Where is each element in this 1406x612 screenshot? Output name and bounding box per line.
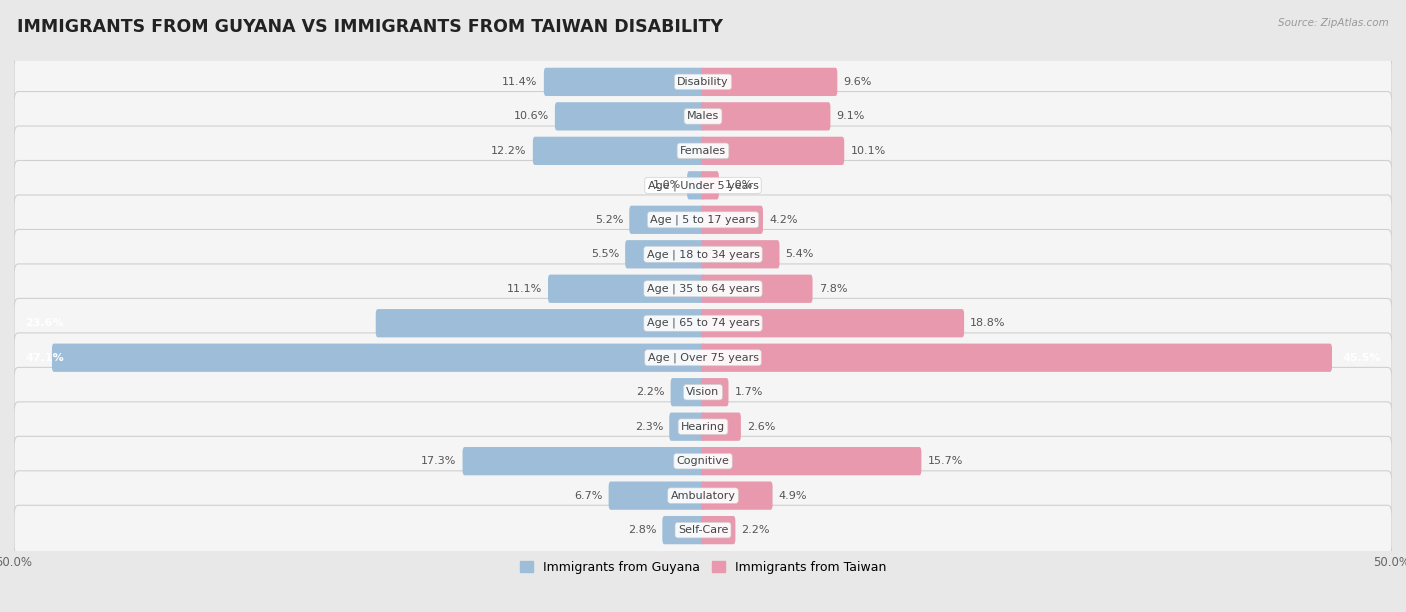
FancyBboxPatch shape (702, 343, 1331, 372)
FancyBboxPatch shape (702, 68, 838, 96)
FancyBboxPatch shape (702, 102, 831, 130)
FancyBboxPatch shape (14, 506, 1392, 555)
Text: 4.2%: 4.2% (769, 215, 797, 225)
FancyBboxPatch shape (14, 160, 1392, 210)
FancyBboxPatch shape (52, 343, 704, 372)
FancyBboxPatch shape (702, 482, 772, 510)
Text: IMMIGRANTS FROM GUYANA VS IMMIGRANTS FROM TAIWAN DISABILITY: IMMIGRANTS FROM GUYANA VS IMMIGRANTS FRO… (17, 18, 723, 36)
Text: Cognitive: Cognitive (676, 456, 730, 466)
FancyBboxPatch shape (662, 516, 704, 544)
Text: 23.6%: 23.6% (25, 318, 63, 328)
FancyBboxPatch shape (14, 299, 1392, 348)
Text: 5.4%: 5.4% (786, 249, 814, 259)
FancyBboxPatch shape (702, 275, 813, 303)
FancyBboxPatch shape (14, 264, 1392, 313)
Text: Hearing: Hearing (681, 422, 725, 431)
Text: 12.2%: 12.2% (491, 146, 527, 156)
FancyBboxPatch shape (702, 447, 921, 476)
Text: 1.0%: 1.0% (725, 181, 754, 190)
Text: 4.9%: 4.9% (779, 491, 807, 501)
Text: Age | 5 to 17 years: Age | 5 to 17 years (650, 215, 756, 225)
FancyBboxPatch shape (14, 126, 1392, 176)
Text: Vision: Vision (686, 387, 720, 397)
FancyBboxPatch shape (702, 516, 735, 544)
Text: 11.1%: 11.1% (506, 284, 541, 294)
FancyBboxPatch shape (702, 378, 728, 406)
Text: 18.8%: 18.8% (970, 318, 1005, 328)
FancyBboxPatch shape (702, 309, 965, 337)
Text: Disability: Disability (678, 77, 728, 87)
Text: Age | 35 to 64 years: Age | 35 to 64 years (647, 283, 759, 294)
FancyBboxPatch shape (609, 482, 704, 510)
FancyBboxPatch shape (14, 436, 1392, 486)
Text: Age | 65 to 74 years: Age | 65 to 74 years (647, 318, 759, 329)
Text: Males: Males (688, 111, 718, 121)
FancyBboxPatch shape (626, 240, 704, 269)
FancyBboxPatch shape (14, 367, 1392, 417)
FancyBboxPatch shape (702, 206, 763, 234)
Text: Females: Females (681, 146, 725, 156)
Text: 2.3%: 2.3% (634, 422, 664, 431)
Text: Ambulatory: Ambulatory (671, 491, 735, 501)
Text: 1.0%: 1.0% (652, 181, 681, 190)
FancyBboxPatch shape (14, 195, 1392, 245)
Text: Age | 18 to 34 years: Age | 18 to 34 years (647, 249, 759, 259)
FancyBboxPatch shape (630, 206, 704, 234)
FancyBboxPatch shape (375, 309, 704, 337)
Text: 5.2%: 5.2% (595, 215, 623, 225)
FancyBboxPatch shape (533, 136, 704, 165)
FancyBboxPatch shape (14, 471, 1392, 520)
FancyBboxPatch shape (544, 68, 704, 96)
FancyBboxPatch shape (14, 333, 1392, 382)
Text: 5.5%: 5.5% (591, 249, 619, 259)
Text: Age | Under 5 years: Age | Under 5 years (648, 180, 758, 190)
FancyBboxPatch shape (688, 171, 704, 200)
Text: 9.6%: 9.6% (844, 77, 872, 87)
FancyBboxPatch shape (671, 378, 704, 406)
FancyBboxPatch shape (555, 102, 704, 130)
Text: 1.7%: 1.7% (735, 387, 763, 397)
Text: 47.1%: 47.1% (25, 353, 63, 363)
FancyBboxPatch shape (463, 447, 704, 476)
Text: 2.2%: 2.2% (636, 387, 665, 397)
Text: 9.1%: 9.1% (837, 111, 865, 121)
FancyBboxPatch shape (548, 275, 704, 303)
Text: 15.7%: 15.7% (928, 456, 963, 466)
Text: 17.3%: 17.3% (420, 456, 457, 466)
FancyBboxPatch shape (702, 240, 779, 269)
Legend: Immigrants from Guyana, Immigrants from Taiwan: Immigrants from Guyana, Immigrants from … (515, 556, 891, 579)
Text: 2.8%: 2.8% (627, 525, 657, 535)
Text: 11.4%: 11.4% (502, 77, 537, 87)
FancyBboxPatch shape (14, 57, 1392, 106)
FancyBboxPatch shape (14, 402, 1392, 452)
FancyBboxPatch shape (702, 412, 741, 441)
Text: 10.1%: 10.1% (851, 146, 886, 156)
FancyBboxPatch shape (669, 412, 704, 441)
FancyBboxPatch shape (14, 230, 1392, 279)
Text: Age | Over 75 years: Age | Over 75 years (648, 353, 758, 363)
FancyBboxPatch shape (702, 136, 844, 165)
Text: 7.8%: 7.8% (818, 284, 848, 294)
Text: Source: ZipAtlas.com: Source: ZipAtlas.com (1278, 18, 1389, 28)
Text: 2.6%: 2.6% (747, 422, 776, 431)
Text: 45.5%: 45.5% (1343, 353, 1381, 363)
Text: 10.6%: 10.6% (513, 111, 548, 121)
Text: Self-Care: Self-Care (678, 525, 728, 535)
FancyBboxPatch shape (14, 92, 1392, 141)
Text: 2.2%: 2.2% (741, 525, 770, 535)
Text: 6.7%: 6.7% (574, 491, 602, 501)
FancyBboxPatch shape (702, 171, 718, 200)
